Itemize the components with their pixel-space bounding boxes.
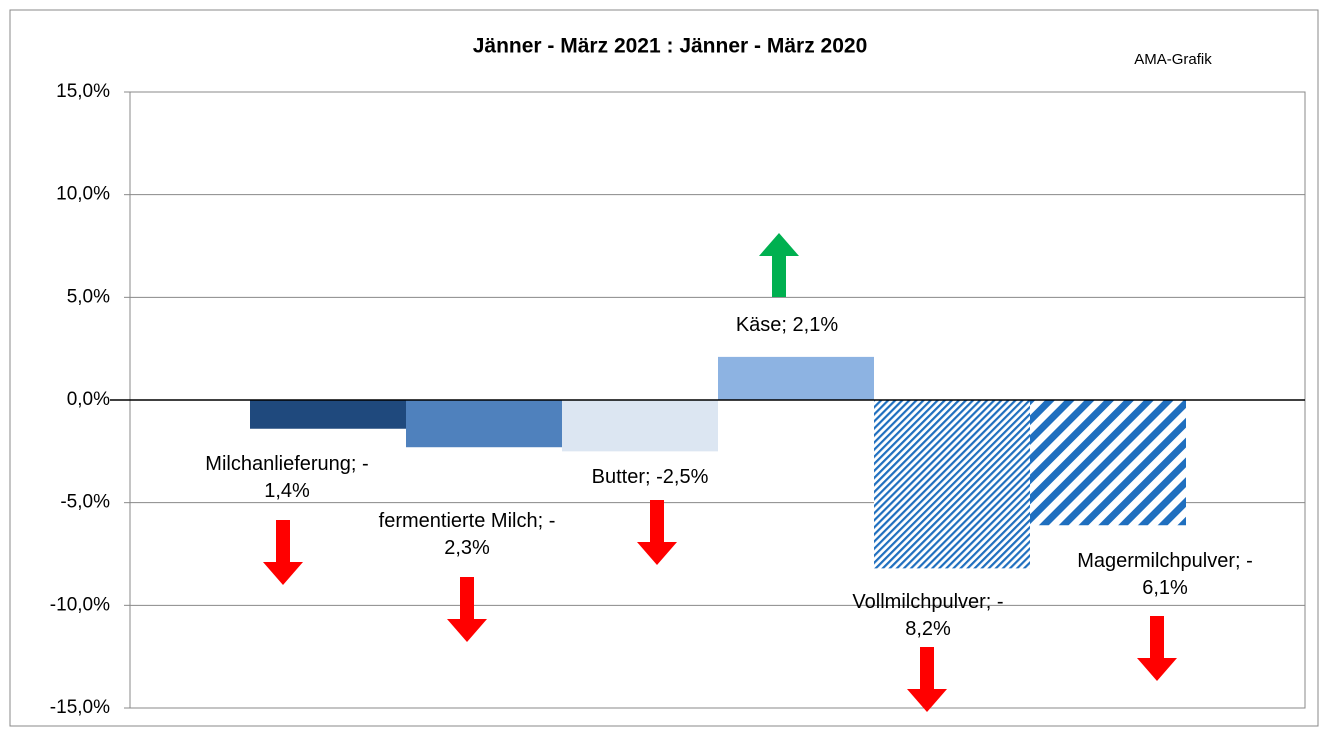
data-label-line: Butter; -2,5% <box>592 466 709 488</box>
down-arrow <box>263 520 303 585</box>
bar <box>1030 400 1186 526</box>
y-tick-label: 15,0% <box>56 81 110 102</box>
data-label: fermentierte Milch; - 2,3% <box>379 510 556 559</box>
data-label: Butter; -2,5% <box>592 466 709 488</box>
data-label: Vollmilchpulver; - 8,2% <box>852 591 1003 640</box>
bar <box>250 400 406 429</box>
bar <box>874 400 1030 569</box>
y-tick-label: 5,0% <box>67 286 110 307</box>
data-label-line: Milchanlieferung; - <box>205 453 368 475</box>
arrows <box>263 233 1177 712</box>
annotation: AMA-Grafik <box>1134 51 1212 68</box>
up-arrow <box>759 233 799 297</box>
down-arrow <box>447 577 487 642</box>
data-label-line: 2,3% <box>444 537 490 559</box>
data-label-line: Vollmilchpulver; - <box>852 591 1003 613</box>
data-label-line: fermentierte Milch; - <box>379 510 556 532</box>
chart-title: Jänner - März 2021 : Jänner - März 2020 <box>473 35 868 58</box>
bar <box>718 356 874 400</box>
y-tick-label: -5,0% <box>60 492 110 513</box>
bar <box>406 400 562 448</box>
data-label-line: 8,2% <box>905 618 951 640</box>
down-arrow <box>1137 616 1177 681</box>
data-label-line: Magermilchpulver; - <box>1077 550 1253 572</box>
data-label-line: 1,4% <box>264 480 310 502</box>
data-label: Käse; 2,1% <box>736 314 839 336</box>
data-label-line: Käse; 2,1% <box>736 314 839 336</box>
y-tick-label: -10,0% <box>50 594 110 615</box>
bar <box>562 400 718 452</box>
down-arrow <box>907 647 947 712</box>
y-tick-label: -15,0% <box>50 697 110 718</box>
data-label-line: 6,1% <box>1142 577 1188 599</box>
data-label: Magermilchpulver; - 6,1% <box>1077 550 1253 599</box>
y-tick-label: 0,0% <box>67 389 110 410</box>
data-label: Milchanlieferung; - 1,4% <box>205 453 368 502</box>
y-tick-label: 10,0% <box>56 184 110 205</box>
frame <box>9 9 1319 727</box>
down-arrow <box>637 500 677 565</box>
